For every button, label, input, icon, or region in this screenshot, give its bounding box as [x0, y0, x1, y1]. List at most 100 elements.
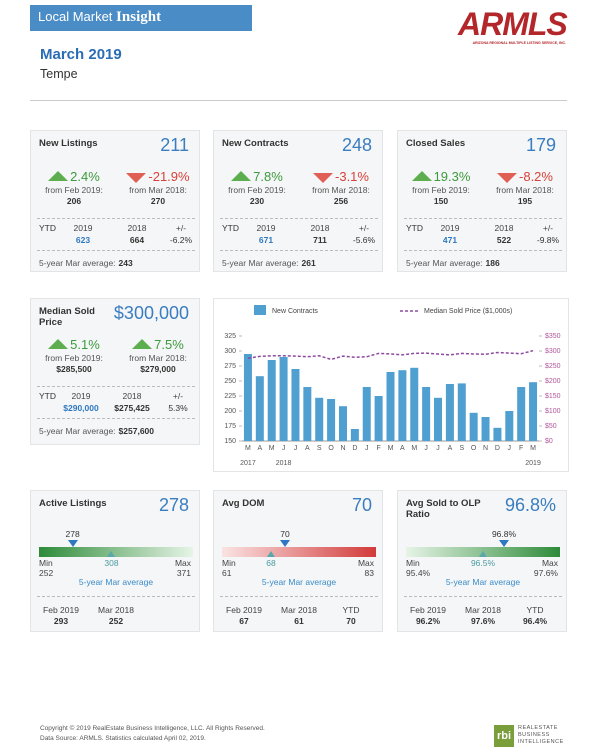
history-label: Mar 2018	[98, 605, 134, 615]
y-tick-label: 175	[224, 423, 236, 430]
ytd-header: +/-	[172, 391, 184, 401]
change-arrow	[411, 170, 432, 181]
bar	[517, 387, 526, 441]
period: March 2019	[40, 46, 122, 63]
y-tick-label: 150	[224, 438, 236, 445]
change-pct: -3.1%	[335, 169, 369, 184]
x-tick-label: M	[411, 445, 417, 452]
gauge-max: 371	[176, 568, 191, 578]
area: Tempe	[40, 67, 78, 81]
arrow-shape	[132, 338, 153, 349]
change-base: 195	[517, 196, 533, 206]
y2-tick-label: $50	[545, 423, 557, 430]
change-label: from Mar 2018:	[129, 185, 187, 195]
x-tick-label: D	[495, 445, 500, 452]
line	[247, 349, 534, 361]
change-label: from Feb 2019:	[45, 185, 103, 195]
arrow-shape	[231, 170, 252, 181]
chart: New Contracts Median Sold Price ($1,000s)…	[213, 298, 569, 472]
change-pct: 7.8%	[253, 169, 283, 184]
change-arrow	[126, 172, 147, 183]
average-value: 186	[485, 258, 500, 268]
x-tick-label: J	[424, 445, 428, 452]
history-value: 67	[239, 616, 249, 626]
history-label: Mar 2018	[281, 605, 317, 615]
divider	[404, 250, 562, 251]
divider	[37, 596, 195, 597]
card-title: Avg DOM	[222, 498, 265, 509]
arrow-shape	[126, 172, 147, 183]
change-label: from Feb 2019:	[45, 353, 103, 363]
change-label: from Feb 2019:	[412, 185, 470, 195]
x-tick-label: N	[483, 445, 488, 452]
ytd-header: 2019	[73, 223, 93, 233]
card-title: Avg Sold to OLP Ratio	[406, 498, 481, 520]
change-label: from Feb 2019:	[228, 185, 286, 195]
year-label: 2018	[276, 460, 292, 467]
history-label: YTD	[342, 605, 360, 615]
y2-tick-label: $150	[545, 393, 561, 400]
gauge-average-value: 96.5%	[470, 558, 496, 568]
change-base: $279,000	[140, 364, 176, 374]
gauge-min: 61	[222, 568, 232, 578]
stat-card: New Contracts 248 7.8% from Feb 2019: 230 -3.…	[213, 130, 383, 272]
change-label: from Mar 2018:	[312, 185, 370, 195]
arrow-shape	[48, 170, 69, 181]
gauge-average-marker	[107, 551, 116, 557]
divider	[220, 596, 378, 597]
brand-bold: Insight	[116, 9, 162, 25]
gauge-average-marker	[267, 551, 275, 557]
gauge-marker	[280, 540, 290, 547]
x-tick-label: A	[257, 445, 262, 452]
bar	[362, 387, 371, 441]
change-base: 256	[333, 196, 349, 206]
change-arrow	[48, 170, 69, 181]
history-value: 61	[294, 616, 304, 626]
average-label: 5-year Mar average:	[406, 258, 483, 268]
x-tick-label: M	[530, 445, 536, 452]
y-tick-label: 300	[224, 348, 236, 355]
ytd-header: +/-	[175, 223, 187, 233]
change-pct: 2.4%	[70, 169, 100, 184]
bar	[350, 429, 359, 441]
brand: Local Market Insight	[38, 9, 161, 26]
ytd-label: YTD	[39, 391, 56, 401]
bar	[315, 397, 324, 441]
gauge-max: 97.6%	[533, 568, 558, 578]
year-label: 2017	[240, 460, 256, 467]
change: -8.2%	[480, 169, 570, 184]
bar	[291, 369, 300, 441]
bar	[386, 372, 395, 441]
history-value: 70	[346, 616, 356, 626]
change: 7.8%	[212, 169, 302, 184]
card-title: Closed Sales	[406, 138, 466, 149]
y-tick-label: 225	[224, 393, 236, 400]
bar	[243, 354, 252, 441]
gauge-min-label: Min	[222, 558, 236, 568]
arrow-shape	[48, 338, 69, 349]
stat-card: New Listings 211 2.4% from Feb 2019: 206 -21.…	[30, 130, 200, 272]
arrow-shape	[497, 172, 518, 183]
y2-tick-label: $250	[545, 363, 561, 370]
average-label: 5-year Mar average:	[39, 426, 116, 436]
x-tick-label: A	[400, 445, 405, 452]
ytd-header: 2018	[127, 223, 147, 233]
divider	[37, 418, 195, 419]
change-base: 270	[150, 196, 166, 206]
change-pct: 19.3%	[433, 169, 471, 184]
gauge-marker-label: 278	[65, 529, 80, 539]
change-pct: -8.2%	[519, 169, 553, 184]
x-tick-label: M	[388, 445, 394, 452]
card-value: 278	[158, 495, 189, 515]
year-label: 2019	[525, 460, 541, 467]
history-value: 96.4%	[522, 616, 548, 626]
bar	[422, 387, 431, 441]
divider	[37, 386, 195, 387]
y-tick-label: 275	[224, 363, 236, 370]
y2-tick-label: $0	[545, 438, 553, 445]
gauge-min-label: Min	[39, 558, 53, 568]
x-tick-label: O	[471, 445, 477, 452]
header-rule	[30, 100, 567, 101]
change: -3.1%	[296, 169, 386, 184]
history-value: 252	[108, 616, 124, 626]
